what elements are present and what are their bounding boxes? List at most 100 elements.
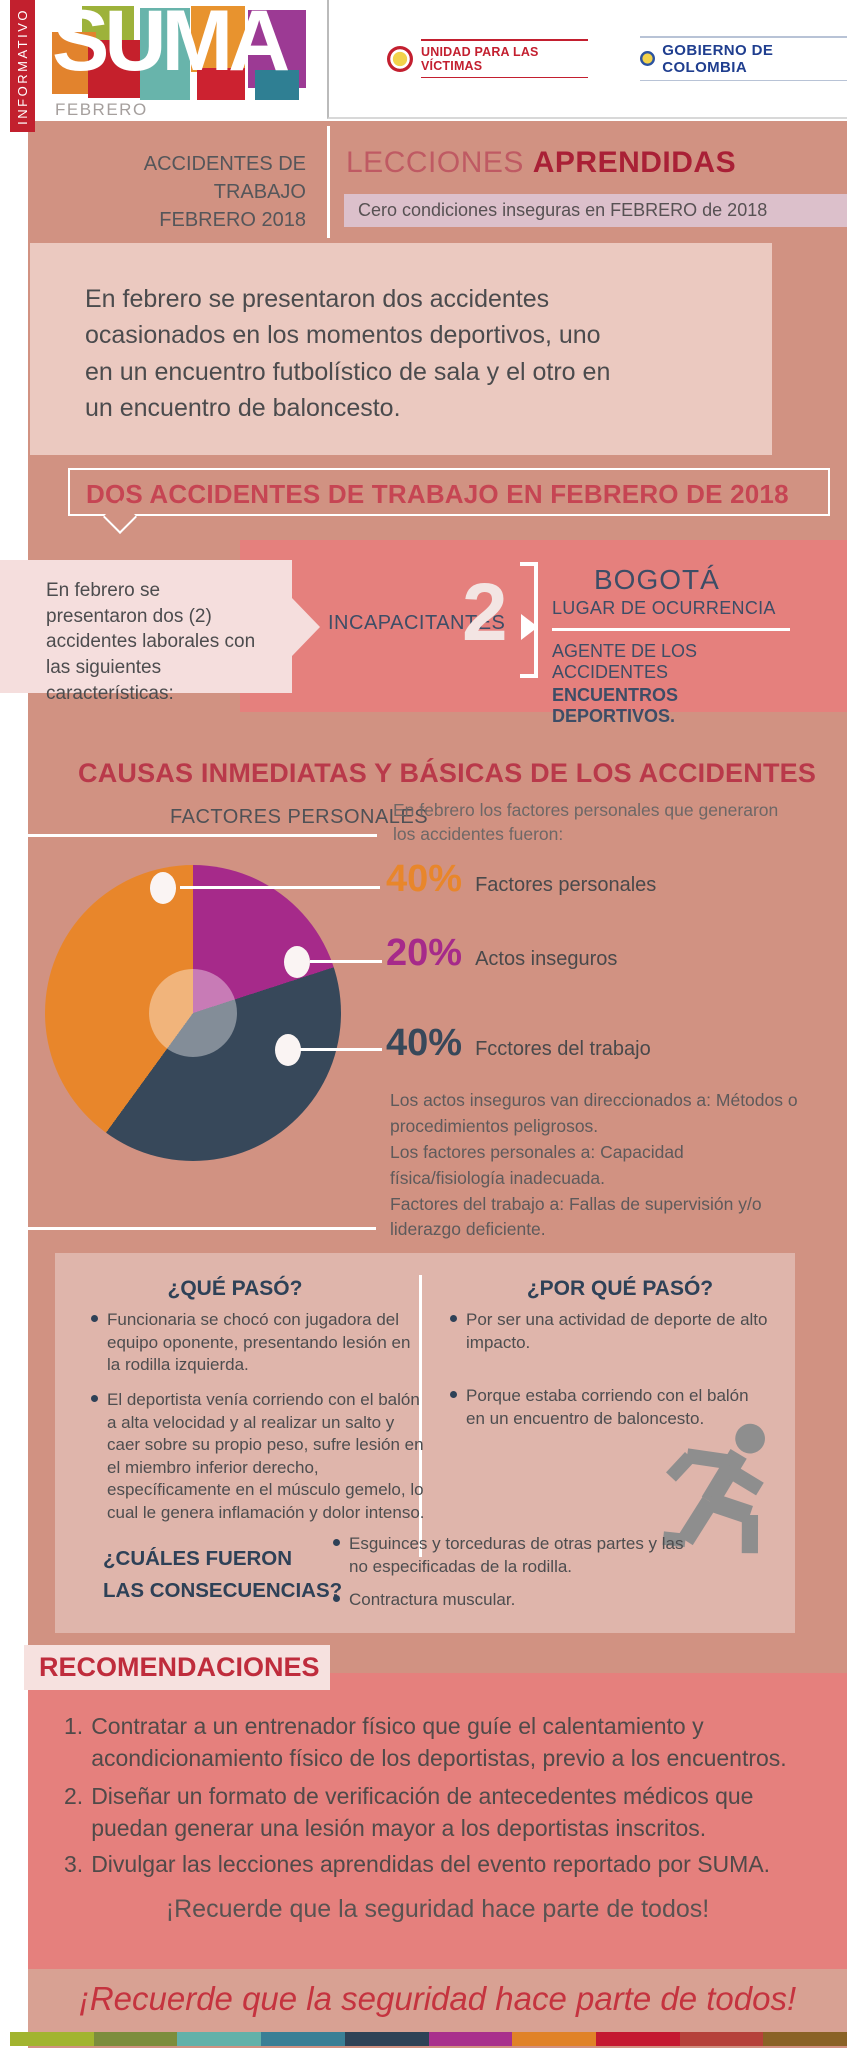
- list-item: Funcionaria se chocó con jugadora del eq…: [91, 1309, 421, 1377]
- chart-title: FACTORES PERSONALES: [170, 806, 429, 828]
- title-aprendidas: APRENDIDAS: [532, 146, 737, 179]
- accident-count: 2: [462, 567, 508, 658]
- callout-line: [310, 960, 382, 963]
- callout-text: En febrero se presentaron dos (2) accide…: [46, 580, 256, 704]
- bullet-text: Porque estaba corriendo con el balón en …: [466, 1386, 749, 1428]
- consequences-title: ¿CUÁLES FUERON LAS CONSECUENCIAS?: [103, 1543, 342, 1607]
- intro-text: En febrero se presentaron dos accidentes…: [85, 285, 611, 422]
- stripe-segment: [10, 2032, 94, 2046]
- bullet-text: Contractura muscular.: [349, 1590, 516, 1609]
- item-number: 1.: [64, 1713, 84, 1739]
- bullet-icon: [91, 1315, 98, 1322]
- stripe-segment: [177, 2032, 262, 2046]
- report-title-line2: FEBRERO 2018: [159, 209, 306, 231]
- causes-intro-text: En febrero los factores personales que g…: [393, 800, 779, 844]
- legend-pct: 20%: [386, 932, 463, 974]
- item-number: 2.: [64, 1783, 84, 1809]
- legend-pct: 40%: [386, 858, 463, 900]
- intro-card: En febrero se presentaron dos accidentes…: [30, 243, 772, 455]
- pie-inner-overlay: [149, 969, 237, 1057]
- bottom-strip: ¡Recuerde que la seguridad hace parte de…: [28, 1969, 847, 2032]
- divider: [419, 1275, 422, 1557]
- informativo-label: INFORMATIVO: [15, 7, 30, 125]
- pie-chart-circle: [45, 865, 341, 1161]
- divider: [552, 628, 790, 631]
- causes-detail-text: Los actos inseguros van direccionados a:…: [390, 1090, 798, 1240]
- stripe-segment: [344, 2032, 429, 2046]
- unidad-victimas-logo: UNIDAD PARA LAS VÍCTIMAS: [387, 39, 589, 78]
- report-title: ACCIDENTES DE TRABAJO FEBRERO 2018: [50, 150, 306, 234]
- stripe-segment: [428, 2032, 513, 2046]
- what-happened-title: ¿QUÉ PASÓ?: [167, 1277, 303, 1300]
- why-happened-title: ¿POR QUÉ PASÓ?: [526, 1277, 714, 1300]
- safety-reminder: ¡Recuerde que la seguridad hace parte de…: [165, 1895, 710, 1923]
- recommendation-item: 3. Divulgar las lecciones aprendidas del…: [64, 1849, 791, 1881]
- legend-row: 40% Factores personales: [386, 860, 656, 898]
- legend-label: Factores personales: [475, 874, 657, 896]
- bullet-text: Funcionaria se chocó con jugadora del eq…: [107, 1310, 411, 1375]
- legend-row: 20% Actos inseguros: [386, 934, 617, 972]
- zero-conditions-banner: Cero condiciones inseguras en FEBRERO de…: [344, 194, 847, 227]
- callout-dot: [275, 1034, 301, 1066]
- logo-tile: [255, 70, 299, 100]
- item-text: Divulgar las lecciones aprendidas del ev…: [91, 1851, 771, 1877]
- gobierno-logo: GOBIERNO DE COLOMBIA: [640, 36, 847, 81]
- stripe-segment: [93, 2032, 178, 2046]
- callout-dot: [284, 946, 310, 978]
- item-text: Diseñar un formato de verificación de an…: [91, 1783, 754, 1841]
- bullet-text: Esguinces y torceduras de otras partes y…: [349, 1534, 684, 1576]
- runner-icon: [662, 1423, 765, 1554]
- item-text: Contratar a un entrenador físico que guí…: [91, 1713, 787, 1771]
- list-item: Esguinces y torceduras de otras partes y…: [333, 1533, 688, 1578]
- bullet-icon: [333, 1539, 340, 1546]
- suma-logo: SUMA: [52, 0, 310, 102]
- logo-tile: [191, 6, 245, 72]
- list-item: Contractura muscular.: [333, 1589, 688, 1612]
- arrow-right-icon: [521, 614, 538, 640]
- logo-tile: [197, 68, 245, 100]
- callout-line: [180, 886, 380, 889]
- color-stripe: [10, 2032, 847, 2046]
- consequences-title-line1: ¿CUÁLES FUERON: [103, 1547, 293, 1570]
- bullet-icon: [333, 1595, 340, 1602]
- incapacity-banner: INCAPACITANTES 2 BOGOTÁ LUGAR DE OCURREN…: [240, 540, 847, 726]
- list-item: Porque estaba corriendo con el balón en …: [450, 1385, 770, 1430]
- header-logos-box: UNIDAD PARA LAS VÍCTIMAS GOBIERNO DE COL…: [327, 0, 847, 119]
- title-lecciones: LECCIONES: [346, 146, 524, 179]
- recommendations-banner: 1. Contratar a un entrenador físico que …: [28, 1673, 847, 1969]
- stripe-segment: [595, 2032, 680, 2046]
- bullet-text: El deportista venía corriendo con el bal…: [107, 1390, 425, 1523]
- list-item: El deportista venía corriendo con el bal…: [91, 1389, 427, 1525]
- gobierno-emblem-icon: [640, 51, 656, 66]
- divider: [640, 36, 847, 38]
- pie-chart: [45, 865, 341, 1161]
- characteristics-callout: En febrero se presentaron dos (2) accide…: [0, 560, 320, 704]
- divider: [27, 834, 377, 837]
- city-name: BOGOTÁ: [594, 564, 720, 595]
- stripe-segment: [512, 2032, 596, 2046]
- callout-dot: [150, 872, 176, 904]
- legend-pct: 40%: [386, 1022, 463, 1064]
- qa-card: ¿QUÉ PASÓ? Funcionaria se chocó con juga…: [55, 1253, 795, 1633]
- stripe-segment: [763, 2032, 847, 2046]
- stripe-segment: [261, 2032, 345, 2046]
- stripe-segment: [679, 2032, 764, 2046]
- suma-logo-text: SUMA: [52, 0, 290, 89]
- safety-reminder-red: ¡Recuerde que la seguridad hace parte de…: [78, 1980, 797, 2017]
- agent-value: ENCUENTROS DEPORTIVOS.: [552, 684, 679, 726]
- agent-label: AGENTE DE LOS ACCIDENTES: [552, 640, 698, 682]
- logo-tile: [140, 8, 190, 100]
- item-number: 3.: [64, 1851, 84, 1877]
- callout-line: [300, 1048, 382, 1051]
- recommendations-title: RECOMENDACIONES: [24, 1645, 330, 1690]
- bullet-icon: [450, 1391, 457, 1398]
- divider: [640, 79, 847, 81]
- bullet-text: Por ser una actividad de deporte de alto…: [466, 1310, 768, 1352]
- gobierno-logo-label: GOBIERNO DE COLOMBIA: [662, 41, 774, 76]
- logo-month-label: FEBRERO: [55, 100, 148, 119]
- place-label: LUGAR DE OCURRENCIA: [552, 598, 776, 618]
- band-divider: [327, 126, 330, 238]
- divider: [24, 1227, 376, 1230]
- divider: [421, 39, 589, 41]
